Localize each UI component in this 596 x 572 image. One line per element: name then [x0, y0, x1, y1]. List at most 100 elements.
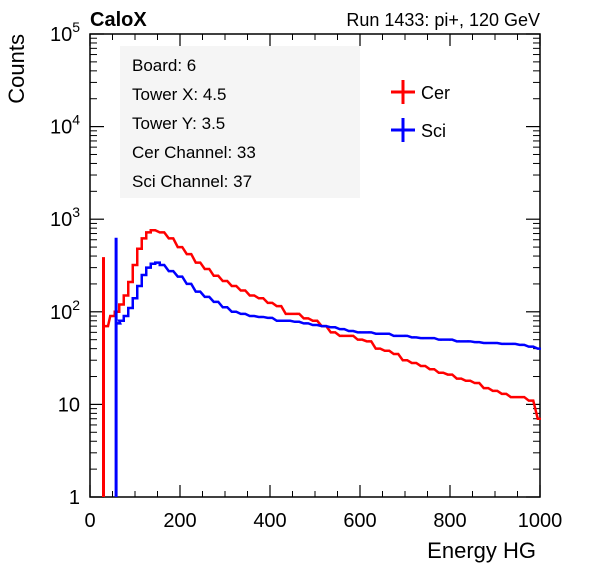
- data-point-sci: [179, 275, 181, 278]
- data-point-sci: [269, 316, 271, 319]
- data-point-sci: [440, 338, 442, 341]
- data-point-sci: [138, 284, 141, 287]
- data-point-sci: [152, 262, 154, 265]
- info-box-lines: Board: 6 Tower X: 4.5 Tower Y: 3.5 Cer Chan…: [132, 56, 256, 191]
- info-line: Cer Channel: 33: [132, 143, 256, 162]
- info-line: Tower Y: 3.5: [132, 114, 225, 133]
- data-point-cer: [413, 361, 415, 364]
- data-point-cer: [530, 399, 532, 402]
- data-point-sci: [260, 315, 262, 318]
- x-tick-label: 0: [84, 510, 95, 532]
- data-point-sci: [422, 337, 424, 340]
- x-axis-title: Energy HG: [427, 538, 536, 563]
- axis-ticks: 0 200 400 600 800 1000 1 10 102 103 104 105: [50, 19, 562, 532]
- data-point-sci: [143, 273, 145, 276]
- data-point-sci: [359, 331, 361, 334]
- y-tick-label: 102: [50, 297, 80, 324]
- header-left-label: CaloX: [90, 9, 147, 31]
- data-point-sci: [287, 319, 289, 322]
- data-point-cer: [147, 231, 150, 234]
- x-tick-label: 400: [253, 510, 286, 532]
- data-point-cer: [467, 379, 469, 382]
- data-point-cer: [458, 377, 460, 380]
- info-box: [120, 46, 360, 198]
- data-point-cer: [512, 396, 514, 399]
- data-point-sci: [206, 295, 208, 298]
- data-point-sci: [242, 312, 244, 315]
- data-point-cer: [138, 247, 141, 250]
- data-point-sci: [512, 342, 514, 345]
- legend: Cer Sci: [391, 80, 450, 142]
- data-point-sci: [494, 342, 496, 345]
- y-tick-label: 105: [50, 19, 80, 46]
- data-point-sci: [368, 331, 370, 334]
- data-point-sci: [134, 297, 136, 300]
- data-point-cer: [120, 303, 123, 306]
- data-point-cer: [449, 373, 451, 376]
- data-point-sci: [530, 345, 532, 348]
- data-point-sci: [233, 310, 235, 313]
- data-point-cer: [485, 387, 487, 390]
- data-point-cer: [476, 382, 478, 385]
- y-tick-label: 1: [69, 487, 80, 509]
- data-point-cer: [521, 396, 523, 399]
- data-point-sci: [251, 315, 253, 318]
- data-point-sci: [305, 322, 307, 325]
- data-point-cer: [350, 334, 352, 337]
- data-point-cer: [104, 325, 107, 328]
- data-point-sci: [197, 290, 199, 293]
- data-point-sci: [125, 315, 127, 318]
- data-point-cer: [332, 331, 334, 334]
- data-point-cer: [395, 353, 397, 356]
- data-point-sci: [120, 319, 123, 322]
- data-point-sci: [404, 334, 406, 337]
- data-point-cer: [170, 237, 172, 240]
- data-point-sci: [341, 328, 343, 331]
- data-point-cer: [251, 294, 253, 297]
- data-point-sci: [395, 334, 397, 337]
- data-point-cer: [111, 315, 114, 318]
- data-point-cer: [359, 338, 361, 341]
- data-point-cer: [503, 392, 505, 395]
- data-point-sci: [458, 340, 460, 343]
- data-point-cer: [206, 267, 208, 270]
- data-point-sci: [278, 319, 280, 322]
- info-line: Board: 6: [132, 56, 196, 75]
- data-point-cer: [224, 280, 226, 283]
- data-point-cer: [368, 340, 370, 343]
- data-point-cer: [161, 231, 163, 234]
- data-point-sci: [431, 337, 433, 340]
- data-point-sci: [188, 282, 190, 285]
- data-point-sci: [413, 336, 415, 339]
- data-point-cer: [440, 371, 442, 374]
- data-point-sci: [314, 324, 316, 327]
- data-point-sci: [224, 306, 226, 309]
- header-right-label: Run 1433: pi+, 120 GeV: [346, 10, 540, 30]
- data-point-sci: [161, 264, 163, 267]
- data-point-sci: [449, 338, 451, 341]
- data-point-cer: [134, 264, 136, 267]
- data-point-sci: [147, 266, 150, 269]
- y-tick-label: 10: [58, 394, 80, 416]
- data-point-sci: [156, 261, 159, 264]
- data-point-cer: [242, 289, 244, 292]
- data-point-sci: [377, 332, 379, 335]
- y-tick-label: 104: [50, 112, 80, 139]
- info-line: Sci Channel: 37: [132, 172, 252, 191]
- data-point-cer: [305, 317, 307, 320]
- data-point-cer: [431, 368, 433, 371]
- series-layer: [102, 228, 541, 497]
- data-point-cer: [377, 347, 379, 350]
- data-point-cer: [278, 305, 280, 308]
- series-line-cer: [103, 228, 540, 420]
- data-point-cer: [494, 389, 496, 392]
- data-point-sci: [129, 306, 132, 309]
- data-point-cer: [197, 261, 199, 264]
- data-point-cer: [125, 294, 127, 297]
- data-point-sci: [503, 342, 505, 345]
- data-point-cer: [287, 312, 289, 315]
- data-point-cer: [179, 246, 181, 249]
- data-point-cer: [129, 280, 132, 283]
- data-point-sci: [332, 326, 334, 329]
